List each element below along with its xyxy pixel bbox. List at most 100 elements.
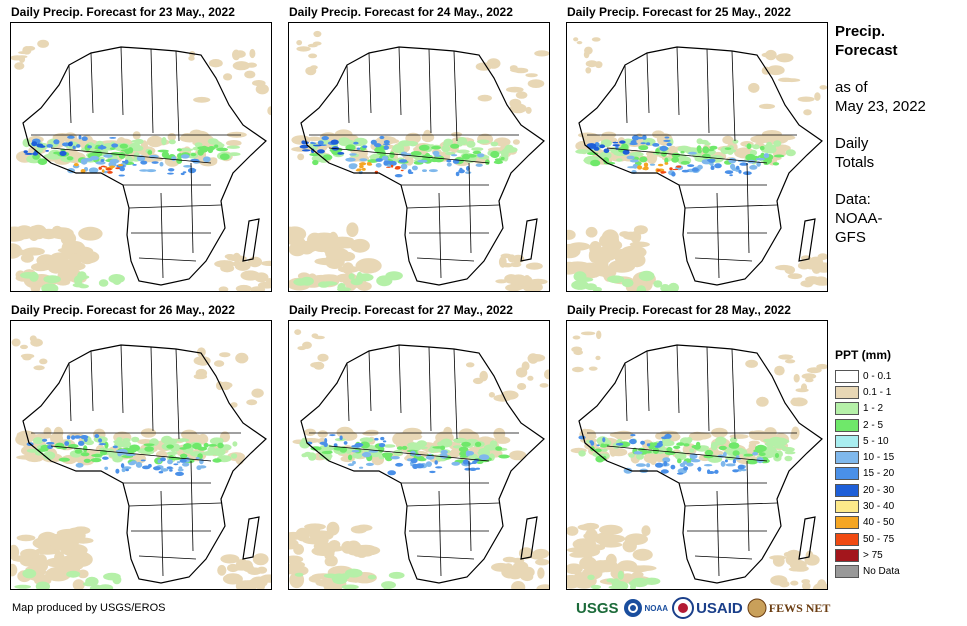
precip-cell (85, 576, 99, 587)
precip-cell (676, 472, 684, 475)
precip-cell (197, 446, 208, 451)
precip-cell (388, 571, 405, 579)
precip-cell (249, 48, 256, 59)
precip-cell (293, 278, 308, 286)
precip-cell (478, 454, 490, 461)
precip-cell (495, 446, 503, 451)
precip-cell (599, 233, 620, 249)
precip-cell (395, 462, 404, 467)
precip-cell (707, 158, 716, 162)
precip-cell (630, 434, 636, 437)
madagascar-outline (520, 516, 538, 560)
precip-cell (710, 441, 718, 451)
country-border (676, 344, 680, 414)
precip-cell (207, 444, 218, 447)
precip-cell (142, 465, 151, 470)
precip-cell (642, 135, 647, 140)
precip-cell (324, 556, 335, 567)
precip-cell (410, 450, 416, 456)
precip-cell (197, 132, 205, 141)
precip-cell (392, 144, 405, 153)
precip-cell (728, 442, 740, 449)
country-border (398, 344, 402, 414)
country-border (406, 502, 500, 507)
precip-cell (401, 159, 407, 163)
precip-cell (260, 260, 271, 266)
precip-cell (806, 367, 822, 374)
precip-cell (773, 445, 787, 449)
precip-cell (758, 452, 766, 456)
precip-cell (790, 397, 808, 407)
precip-cell (643, 452, 658, 464)
precip-cell (746, 143, 752, 150)
precip-cell (301, 140, 306, 145)
country-border (438, 192, 442, 279)
precip-cell (66, 435, 71, 440)
precip-cell (465, 362, 475, 368)
precip-cell (383, 160, 389, 166)
country-border (646, 52, 650, 114)
precip-cell (112, 445, 118, 449)
precip-cell (235, 284, 252, 291)
panel-title: Daily Precip. Forecast for 23 May., 2022 (11, 5, 235, 19)
precip-cell (465, 171, 472, 175)
precip-cell (362, 145, 368, 149)
precip-cell (104, 441, 109, 449)
precip-cell (572, 335, 581, 340)
precip-cell (643, 162, 649, 167)
precip-cell (348, 273, 355, 280)
precip-cell (353, 141, 359, 145)
precip-cell (683, 466, 689, 471)
precip-cell (490, 150, 500, 159)
precip-cell (581, 567, 603, 580)
precip-cell (46, 441, 55, 445)
precip-cell (227, 563, 239, 573)
precip-cell (56, 528, 81, 537)
precip-cell (633, 451, 643, 455)
precip-cell (226, 140, 242, 147)
precip-cell (738, 169, 742, 174)
precip-cell (812, 582, 827, 589)
precip-cell (301, 149, 311, 152)
precip-cell (814, 262, 827, 273)
precip-cell (803, 109, 812, 116)
precip-cell (748, 82, 760, 93)
precip-cell (222, 573, 243, 585)
precip-cell (199, 458, 204, 465)
precip-cell (652, 130, 665, 139)
precip-cell (45, 557, 68, 568)
precip-cell (219, 153, 230, 160)
country-border (684, 502, 778, 507)
precip-cell (303, 451, 312, 457)
precip-cell (118, 152, 126, 159)
precip-cell (66, 156, 74, 161)
precip-cell (525, 73, 538, 78)
legend-label: 40 - 50 (863, 517, 895, 529)
precip-cell (323, 442, 328, 448)
precip-cell (742, 449, 748, 458)
precip-cell (226, 145, 240, 149)
precip-cell (109, 137, 117, 139)
precip-cell (98, 166, 102, 170)
precip-cell (594, 448, 602, 453)
precip-cell (743, 453, 754, 457)
precip-cell (663, 460, 668, 467)
precip-cell (659, 430, 678, 437)
precip-cell (98, 279, 109, 287)
legend-item: 30 - 40 (835, 498, 960, 514)
precip-cell (567, 261, 589, 268)
legend-item: 40 - 50 (835, 515, 960, 531)
country-border (68, 362, 72, 422)
precip-cell (22, 568, 37, 579)
precip-cell (132, 164, 137, 166)
precip-cell (353, 444, 362, 448)
precip-cell (525, 262, 543, 270)
precip-cell (22, 247, 45, 256)
precip-cell (511, 581, 526, 589)
precip-cell (659, 440, 663, 444)
precip-cell (775, 264, 793, 271)
precip-cell (355, 169, 362, 172)
precip-cell (294, 329, 302, 335)
precip-cell (159, 161, 164, 167)
precip-cell (629, 151, 644, 157)
